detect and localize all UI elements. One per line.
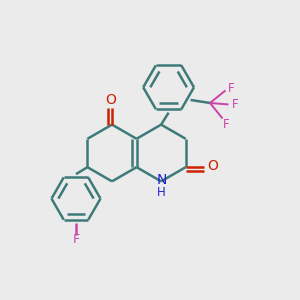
Text: F: F <box>223 118 230 131</box>
Text: F: F <box>232 98 238 111</box>
Text: N: N <box>157 173 167 187</box>
Text: H: H <box>158 186 166 199</box>
Text: F: F <box>228 82 234 95</box>
Text: O: O <box>105 93 116 107</box>
Text: O: O <box>207 159 218 173</box>
Text: F: F <box>72 233 80 246</box>
